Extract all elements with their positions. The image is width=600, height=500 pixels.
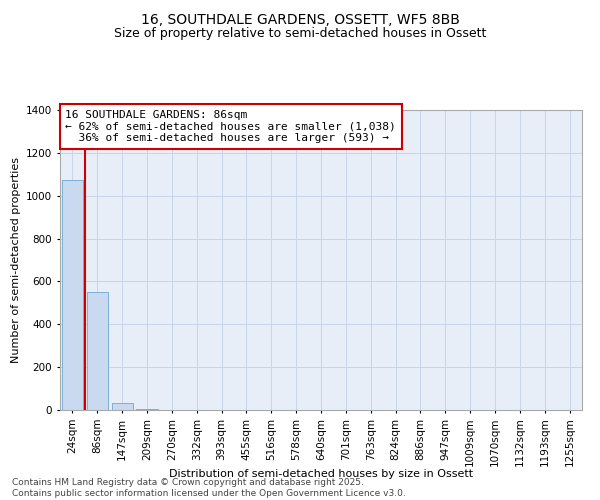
Text: Contains HM Land Registry data © Crown copyright and database right 2025.
Contai: Contains HM Land Registry data © Crown c…: [12, 478, 406, 498]
Text: 16 SOUTHDALE GARDENS: 86sqm
← 62% of semi-detached houses are smaller (1,038)
  : 16 SOUTHDALE GARDENS: 86sqm ← 62% of sem…: [65, 110, 396, 143]
X-axis label: Distribution of semi-detached houses by size in Ossett: Distribution of semi-detached houses by …: [169, 469, 473, 479]
Bar: [62, 180, 83, 410]
Text: Size of property relative to semi-detached houses in Ossett: Size of property relative to semi-detach…: [114, 28, 486, 40]
Bar: [112, 402, 133, 410]
Bar: [136, 409, 158, 410]
Y-axis label: Number of semi-detached properties: Number of semi-detached properties: [11, 157, 20, 363]
Text: 16, SOUTHDALE GARDENS, OSSETT, WF5 8BB: 16, SOUTHDALE GARDENS, OSSETT, WF5 8BB: [140, 12, 460, 26]
Bar: [87, 292, 108, 410]
